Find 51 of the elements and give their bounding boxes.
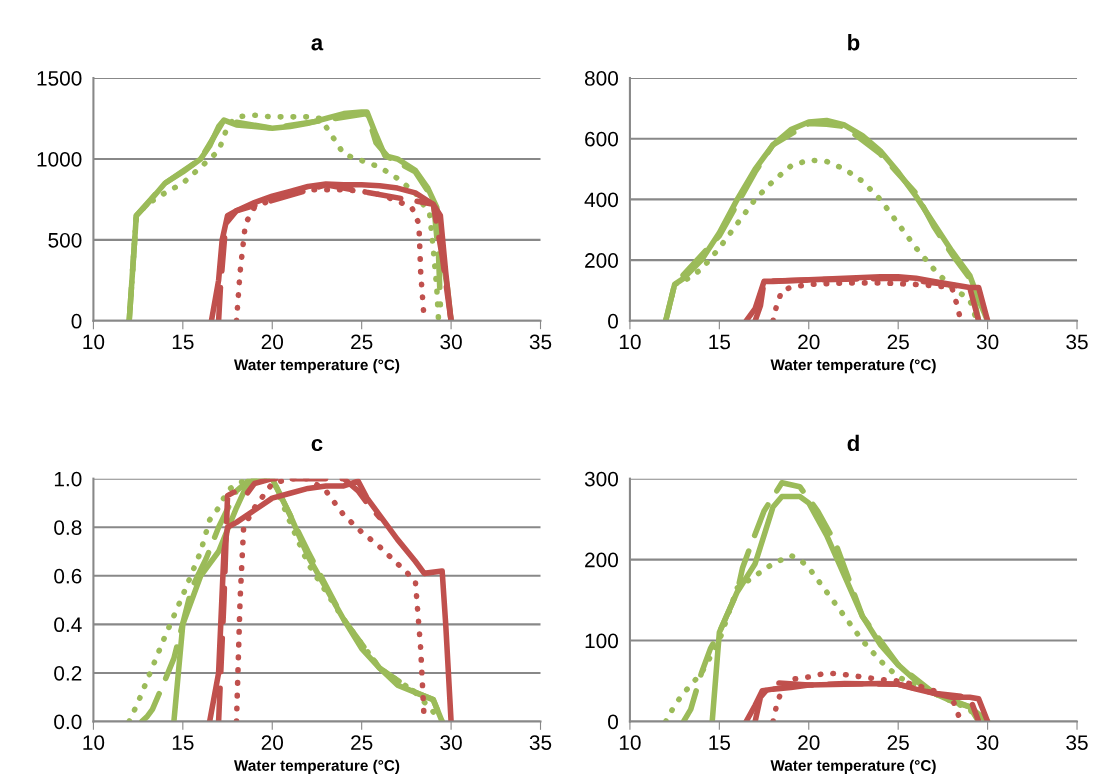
x-tick-label: 15 [709, 735, 731, 750]
y-tick-label: 500 [48, 232, 82, 248]
y-tick-label: 0.4 [54, 617, 82, 633]
y-tick-label: 800 [584, 71, 618, 86]
y-tick-label: 300 [584, 471, 618, 487]
x-axis-title: Water temperature (°C) [233, 359, 400, 374]
x-axis-title: Water temperature (°C) [770, 359, 936, 374]
x-tick-label: 20 [798, 334, 820, 350]
y-tick-label: 200 [585, 552, 618, 568]
x-tick-label: 20 [261, 334, 284, 350]
x-tick-label: 30 [440, 334, 462, 350]
x-tick-label: 35 [1066, 334, 1088, 350]
y-tick-label: 200 [585, 253, 618, 268]
x-tick-label: 25 [351, 334, 373, 350]
x-tick-label: 15 [172, 334, 194, 350]
x-tick-label: 10 [619, 334, 641, 350]
x-tick-label: 35 [529, 334, 552, 350]
y-tick-label: 600 [585, 131, 618, 147]
x-tick-label: 25 [887, 735, 909, 750]
y-tick-label: 1500 [37, 71, 82, 86]
x-tick-label: 25 [351, 735, 373, 750]
x-axis-title: Water temperature (°C) [770, 759, 936, 774]
chart-title: a [311, 38, 324, 51]
y-tick-label: 100 [585, 633, 618, 649]
x-tick-label: 20 [798, 735, 820, 750]
y-tick-label: 1000 [37, 151, 82, 167]
x-tick-label: 30 [976, 735, 999, 750]
y-tick-label: 0 [608, 313, 618, 329]
chart-title: d [847, 434, 859, 452]
x-tick-label: 35 [1066, 735, 1088, 750]
x-tick-label: 10 [83, 334, 105, 350]
y-tick-label: 0.0 [54, 714, 82, 730]
y-tick-label: 400 [584, 192, 618, 208]
y-tick-label: 0 [608, 714, 618, 730]
y-tick-label: 0.6 [54, 568, 82, 584]
y-tick-label: 0 [71, 313, 82, 329]
x-tick-label: 35 [529, 735, 552, 750]
x-tick-label: 25 [887, 334, 909, 350]
x-axis-title: Water temperature (°C) [233, 759, 400, 774]
chart-title: c [311, 438, 323, 452]
x-tick-label: 30 [440, 735, 462, 750]
x-tick-label: 10 [83, 735, 105, 750]
chart-title: b [848, 34, 860, 51]
x-tick-label: 15 [172, 735, 194, 750]
x-tick-label: 20 [261, 735, 284, 750]
y-tick-label: 1.0 [54, 471, 82, 487]
x-tick-label: 15 [709, 334, 731, 350]
y-tick-label: 0.2 [54, 665, 82, 681]
x-tick-label: 10 [619, 735, 641, 750]
y-tick-label: 0.8 [54, 520, 82, 535]
x-tick-label: 30 [976, 334, 999, 350]
